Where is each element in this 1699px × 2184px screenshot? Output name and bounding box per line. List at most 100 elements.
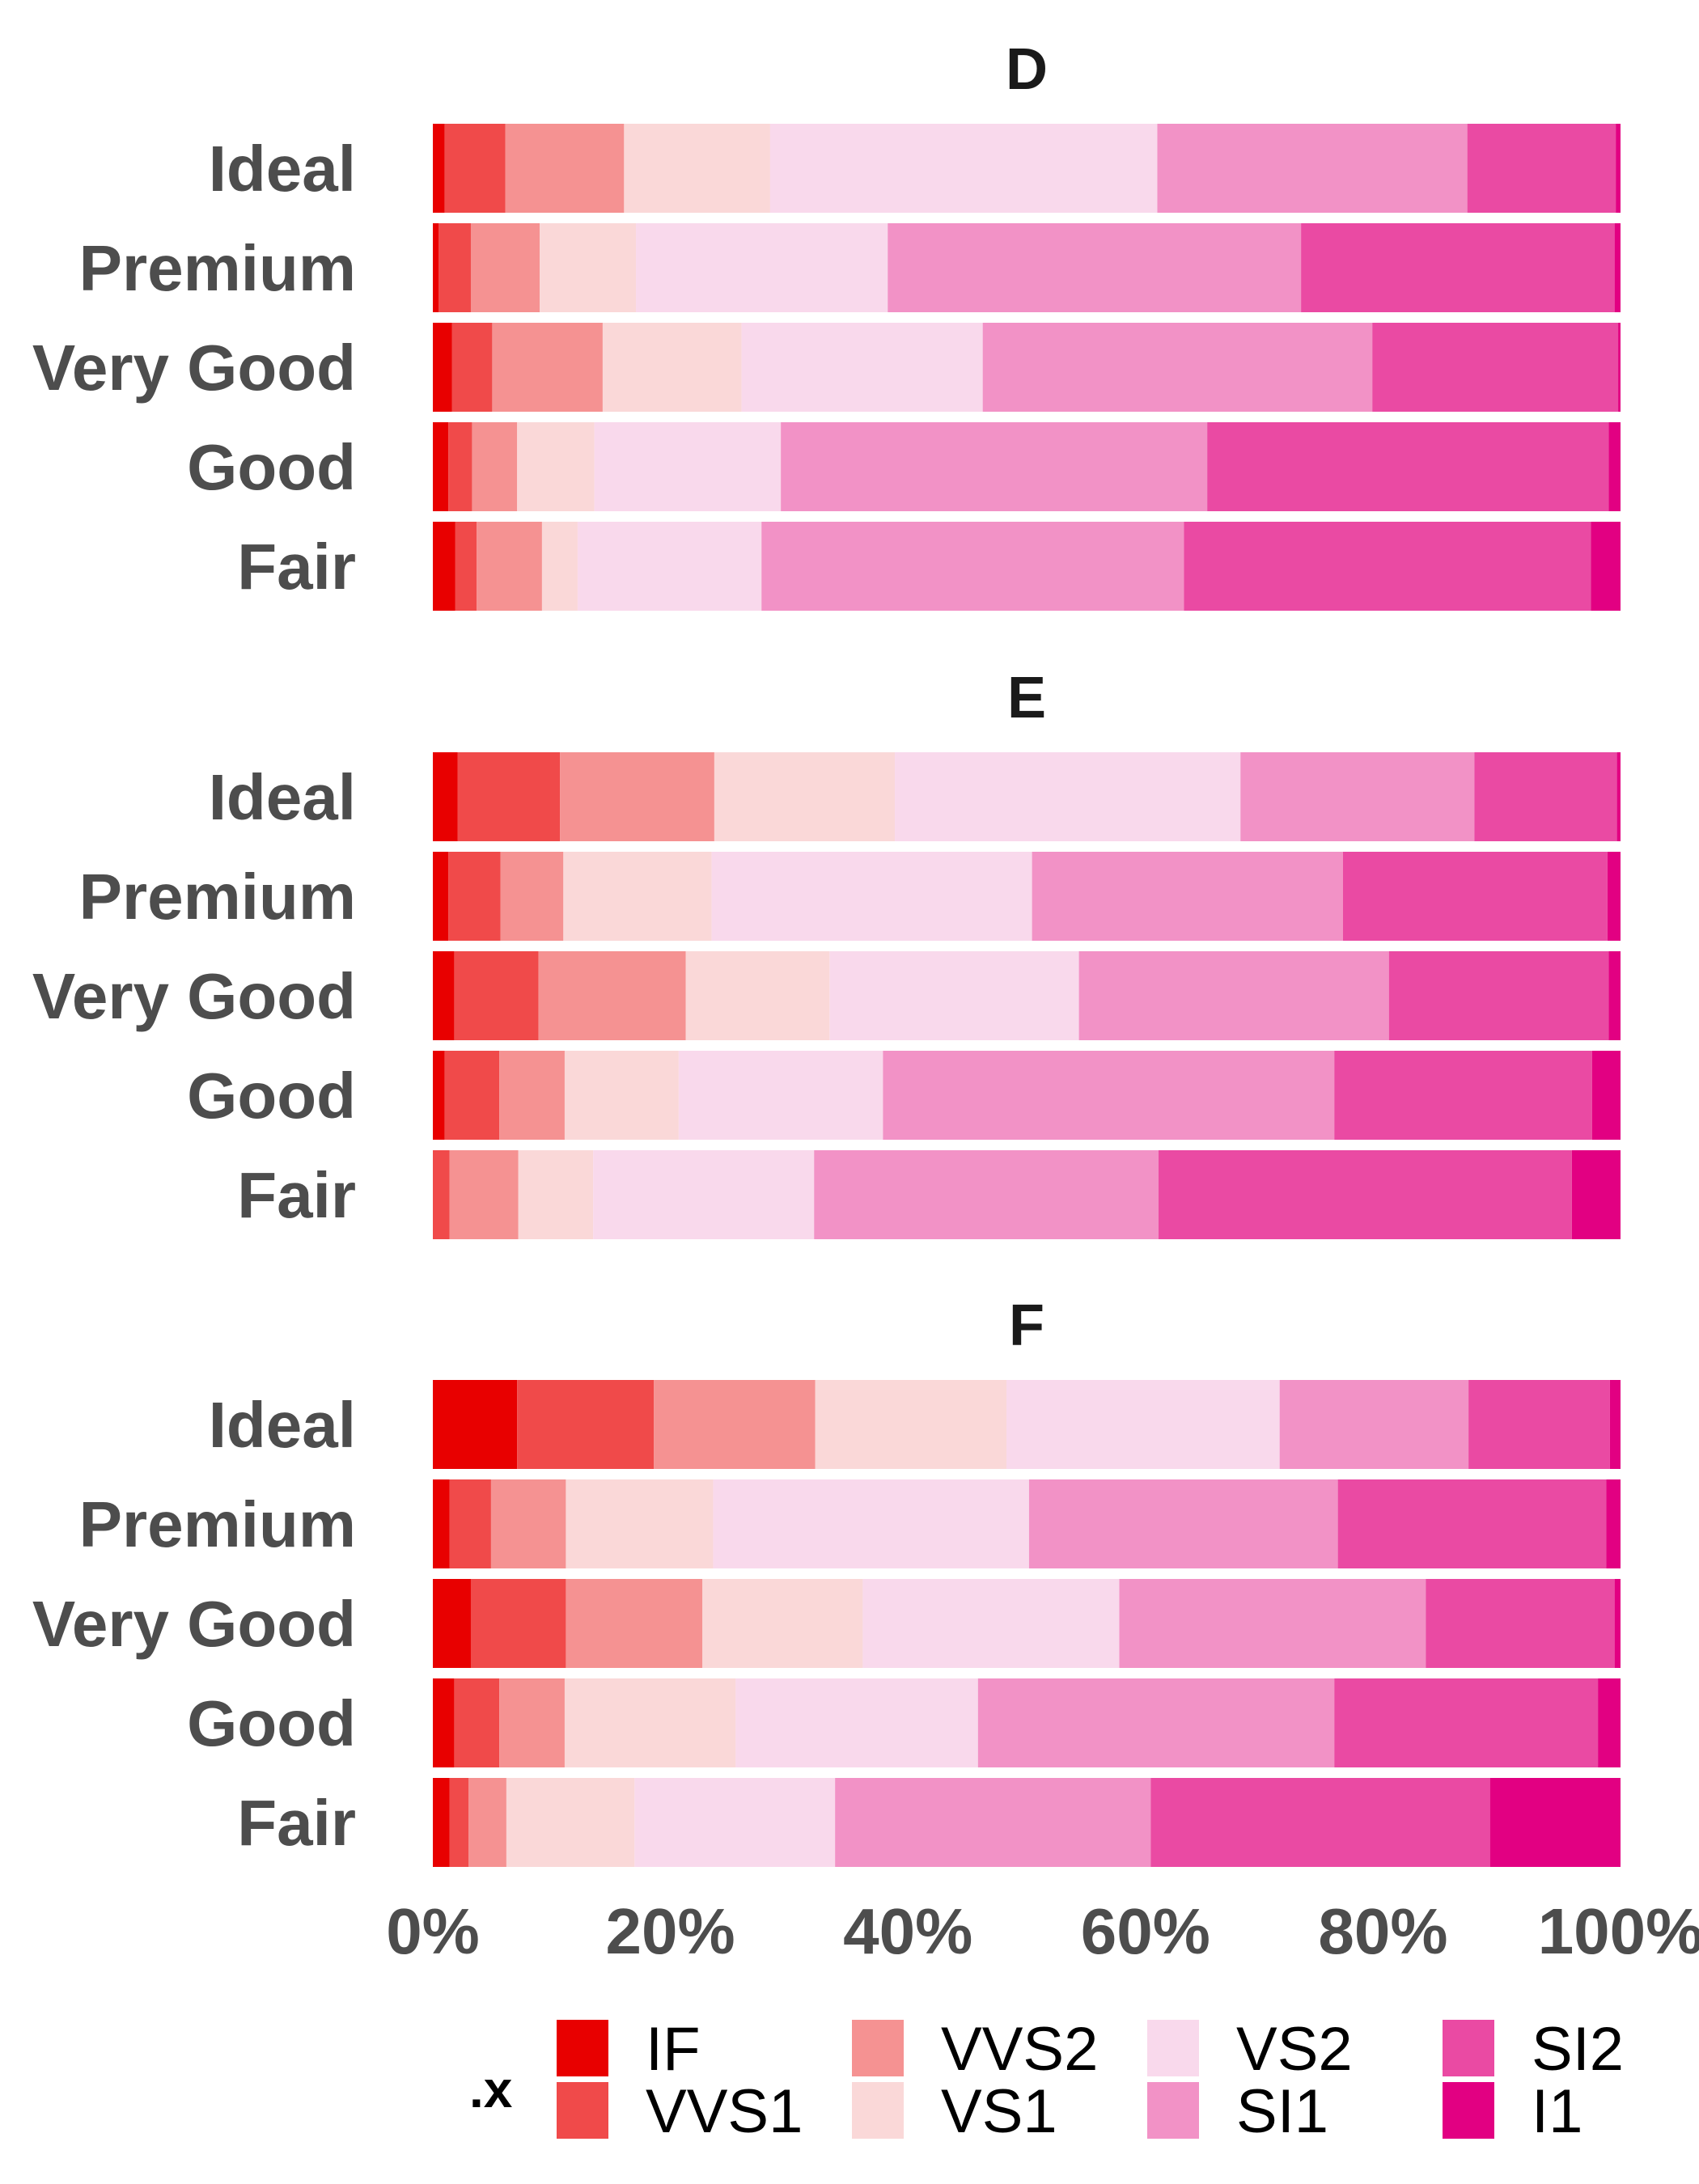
x-tick-label: 80% bbox=[1318, 1895, 1447, 1967]
bar-segment-d-good-vs1 bbox=[517, 422, 595, 511]
bar-segment-f-very-good-vvs2 bbox=[566, 1579, 703, 1668]
bar-segment-d-good-si1 bbox=[781, 422, 1208, 511]
bar-segment-e-good-si2 bbox=[1334, 1051, 1592, 1140]
category-label-fair: Fair bbox=[237, 1159, 356, 1231]
category-label-premium: Premium bbox=[79, 861, 356, 933]
bar-segment-f-good-vvs2 bbox=[499, 1678, 565, 1767]
bar-segment-f-good-i1 bbox=[1598, 1678, 1621, 1767]
bar-segment-e-premium-vs1 bbox=[563, 852, 712, 941]
bar-segment-f-premium-vs2 bbox=[713, 1479, 1029, 1568]
bar-segment-d-ideal-vs1 bbox=[624, 124, 770, 213]
category-label-ideal: Ideal bbox=[209, 761, 356, 833]
legend-item-vvs2: VVS2 bbox=[852, 2015, 1098, 2084]
bar-segment-f-ideal-vs1 bbox=[815, 1380, 1007, 1469]
panel-f: F Ideal Premium Very Good Good Fair bbox=[32, 1293, 1621, 1867]
bar-segment-e-premium-if bbox=[433, 852, 449, 941]
bar-segment-f-premium-if bbox=[433, 1479, 450, 1568]
category-label-good: Good bbox=[187, 1687, 356, 1759]
bar-segment-f-ideal-i1 bbox=[1609, 1380, 1621, 1469]
bar-segment-f-ideal-vvs2 bbox=[654, 1380, 816, 1469]
bar-segment-d-ideal-if bbox=[433, 124, 445, 213]
bar-segment-e-very-good-i1 bbox=[1608, 951, 1621, 1040]
bar-segment-e-premium-i1 bbox=[1607, 852, 1621, 941]
bar-segment-d-fair-vs2 bbox=[577, 522, 762, 611]
x-tick-label: 60% bbox=[1081, 1895, 1210, 1967]
bar-segment-d-very-good-if bbox=[433, 323, 452, 412]
panel-e: E Ideal Premium Very Good Good Fair bbox=[32, 666, 1621, 1239]
bar-segment-e-very-good-si1 bbox=[1078, 951, 1389, 1040]
bar-segment-e-good-vvs2 bbox=[499, 1051, 565, 1140]
bar-segment-d-good-vvs2 bbox=[472, 422, 518, 511]
bar-segment-d-good-vs2 bbox=[594, 422, 782, 511]
bar-segment-e-premium-si1 bbox=[1032, 852, 1343, 941]
bar-segment-e-very-good-vs2 bbox=[829, 951, 1079, 1040]
bar-segment-d-good-vvs1 bbox=[448, 422, 472, 511]
legend-key-vs1 bbox=[852, 2082, 904, 2139]
bar-segment-e-ideal-if bbox=[433, 752, 458, 841]
bar-segment-e-very-good-vs1 bbox=[685, 951, 830, 1040]
legend-item-i1: I1 bbox=[1443, 2077, 1582, 2146]
bar-segment-d-ideal-vvs1 bbox=[444, 124, 506, 213]
bar-segment-d-ideal-si2 bbox=[1467, 124, 1616, 213]
bar-segment-f-premium-vvs1 bbox=[449, 1479, 491, 1568]
bar-segment-f-premium-vs1 bbox=[566, 1479, 714, 1568]
bar-segment-d-very-good-vs2 bbox=[741, 323, 983, 412]
legend-key-if bbox=[557, 2020, 608, 2076]
bar-segment-d-ideal-vvs2 bbox=[505, 124, 625, 213]
bar-segment-e-fair-vs2 bbox=[593, 1150, 815, 1239]
legend-item-vvs1: VVS1 bbox=[557, 2077, 803, 2146]
bar-segment-d-fair-si2 bbox=[1184, 522, 1591, 611]
bar-segment-d-good-i1 bbox=[1608, 422, 1621, 511]
bar-segment-f-premium-si2 bbox=[1337, 1479, 1607, 1568]
bar-segment-e-very-good-vvs2 bbox=[538, 951, 686, 1040]
bar-segment-d-very-good-i1 bbox=[1618, 323, 1621, 412]
legend-label-si2: SI2 bbox=[1532, 2015, 1624, 2084]
bar-segment-d-premium-if bbox=[433, 223, 439, 312]
bar-segment-d-very-good-vvs2 bbox=[492, 323, 603, 412]
category-label-ideal: Ideal bbox=[209, 133, 356, 205]
legend-key-i1 bbox=[1443, 2082, 1494, 2139]
bar-segment-e-good-vvs1 bbox=[444, 1051, 500, 1140]
bar-segment-d-ideal-i1 bbox=[1616, 124, 1621, 213]
bar-segment-e-ideal-si1 bbox=[1240, 752, 1475, 841]
legend-label-vvs2: VVS2 bbox=[941, 2015, 1098, 2084]
legend-item-vs1: VS1 bbox=[852, 2077, 1057, 2146]
bar-segment-d-premium-vs1 bbox=[540, 223, 637, 312]
panel-title: D bbox=[1006, 37, 1048, 102]
bar-segment-e-good-vs1 bbox=[564, 1051, 679, 1140]
legend-key-vvs1 bbox=[557, 2082, 608, 2139]
bar-segment-f-very-good-si2 bbox=[1426, 1579, 1615, 1668]
legend-label-i1: I1 bbox=[1532, 2077, 1582, 2146]
category-label-premium: Premium bbox=[79, 232, 356, 304]
legend-item-si2: SI2 bbox=[1443, 2015, 1624, 2084]
bar-segment-f-fair-if bbox=[433, 1778, 450, 1867]
bar-segment-d-very-good-si1 bbox=[982, 323, 1373, 412]
bar-segment-f-good-if bbox=[433, 1678, 455, 1767]
panel-d: D Ideal Premium Very Good Good Fair bbox=[32, 37, 1621, 611]
bar-segment-f-very-good-vvs1 bbox=[470, 1579, 566, 1668]
bar-segment-f-fair-si2 bbox=[1150, 1778, 1490, 1867]
bar-segment-f-fair-vvs2 bbox=[468, 1778, 506, 1867]
category-label-ideal: Ideal bbox=[209, 1389, 356, 1461]
bar-segment-d-very-good-vvs1 bbox=[451, 323, 493, 412]
bar-segment-f-fair-vs1 bbox=[506, 1778, 635, 1867]
bar-segment-d-fair-vvs1 bbox=[455, 522, 477, 611]
bar-segment-e-premium-vs2 bbox=[711, 852, 1032, 941]
bar-segment-e-ideal-i1 bbox=[1616, 752, 1621, 841]
bar-segment-f-fair-vvs1 bbox=[449, 1778, 468, 1867]
category-label-premium: Premium bbox=[79, 1488, 356, 1560]
legend-key-vs2 bbox=[1147, 2020, 1199, 2076]
x-tick-label: 0% bbox=[386, 1895, 480, 1967]
bar-segment-f-premium-si1 bbox=[1028, 1479, 1338, 1568]
bar-segment-e-premium-vvs1 bbox=[448, 852, 501, 941]
legend-label-vs1: VS1 bbox=[941, 2077, 1057, 2146]
bar-segment-f-fair-vs2 bbox=[634, 1778, 836, 1867]
bar-segment-e-very-good-si2 bbox=[1388, 951, 1609, 1040]
legend-item-if: IF bbox=[557, 2015, 701, 2084]
category-label-very-good: Very Good bbox=[32, 332, 356, 404]
bar-segment-d-premium-vvs1 bbox=[439, 223, 471, 312]
bar-segment-f-ideal-vs2 bbox=[1006, 1380, 1280, 1469]
category-label-fair: Fair bbox=[237, 531, 356, 603]
bar-segment-e-very-good-if bbox=[433, 951, 455, 1040]
